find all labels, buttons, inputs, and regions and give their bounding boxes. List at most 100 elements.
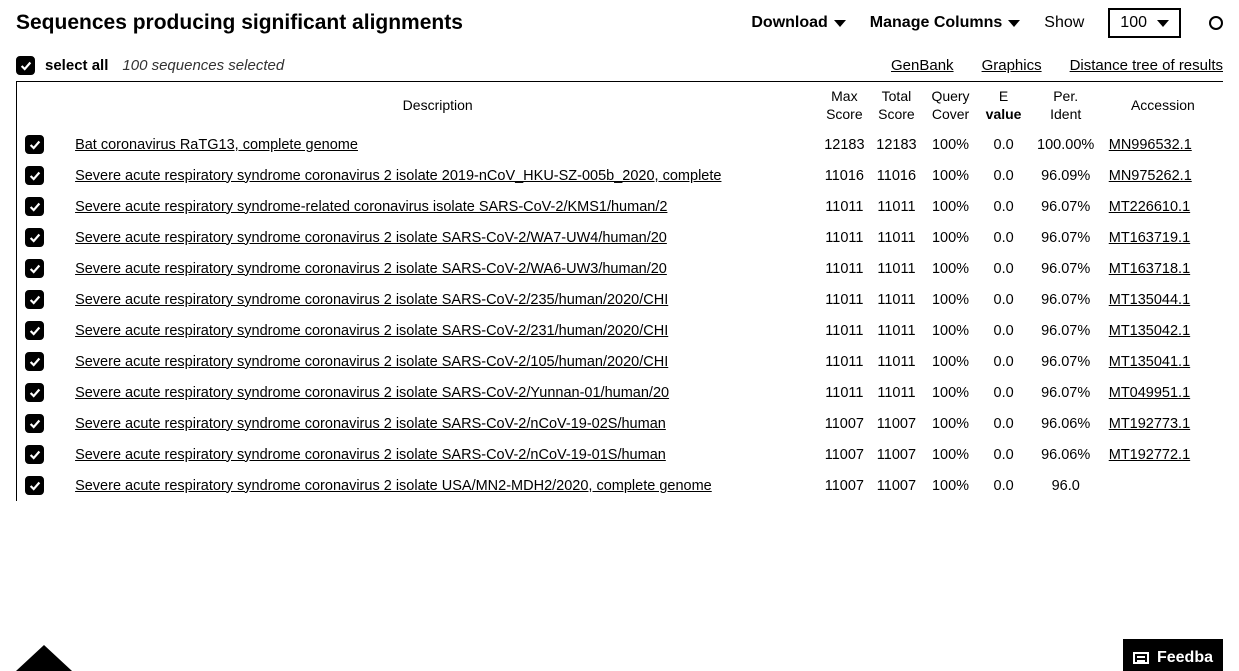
accession-link[interactable]: MT163719.1 — [1109, 230, 1190, 246]
total-score-cell: 11011 — [870, 315, 922, 346]
per-ident-cell: 100.00% — [1029, 129, 1103, 160]
per-ident-cell: 96.07% — [1029, 315, 1103, 346]
table-row: Severe acute respiratory syndrome corona… — [17, 346, 1223, 377]
e-value-cell: 0.0 — [979, 191, 1029, 222]
total-score-cell: 11011 — [870, 284, 922, 315]
row-checkbox[interactable] — [25, 383, 44, 402]
row-checkbox[interactable] — [25, 135, 44, 154]
page-title: Sequences producing significant alignmen… — [16, 11, 463, 35]
chevron-down-icon — [1008, 20, 1020, 27]
row-checkbox[interactable] — [25, 197, 44, 216]
total-score-cell: 11011 — [870, 222, 922, 253]
col-max-score[interactable]: MaxScore — [818, 82, 870, 129]
row-checkbox[interactable] — [25, 476, 44, 495]
max-score-cell: 11011 — [818, 346, 870, 377]
total-score-cell: 11011 — [870, 377, 922, 408]
table-row: Severe acute respiratory syndrome corona… — [17, 470, 1223, 501]
per-ident-cell: 96.06% — [1029, 439, 1103, 470]
scroll-up-icon[interactable] — [16, 645, 72, 671]
select-all-checkbox[interactable] — [16, 56, 35, 75]
max-score-cell: 11007 — [818, 439, 870, 470]
max-score-cell: 11007 — [818, 408, 870, 439]
per-ident-cell: 96.07% — [1029, 222, 1103, 253]
per-ident-cell: 96.07% — [1029, 253, 1103, 284]
row-checkbox[interactable] — [25, 259, 44, 278]
description-link[interactable]: Severe acute respiratory syndrome corona… — [75, 230, 667, 246]
per-ident-cell: 96.07% — [1029, 191, 1103, 222]
max-score-cell: 11011 — [818, 315, 870, 346]
accession-link[interactable]: MT135044.1 — [1109, 292, 1190, 308]
row-checkbox[interactable] — [25, 166, 44, 185]
query-cover-cell: 100% — [922, 315, 978, 346]
total-score-cell: 11007 — [870, 470, 922, 501]
e-value-cell: 0.0 — [979, 284, 1029, 315]
accession-link[interactable]: MT192773.1 — [1109, 416, 1190, 432]
manage-columns-dropdown[interactable]: Manage Columns — [870, 14, 1020, 32]
row-checkbox[interactable] — [25, 290, 44, 309]
table-row: Severe acute respiratory syndrome corona… — [17, 253, 1223, 284]
download-label: Download — [751, 14, 827, 32]
row-checkbox[interactable] — [25, 228, 44, 247]
accession-link[interactable]: MT163718.1 — [1109, 261, 1190, 277]
table-row: Severe acute respiratory syndrome corona… — [17, 222, 1223, 253]
col-description[interactable]: Description — [57, 82, 818, 129]
genbank-link[interactable]: GenBank — [891, 57, 954, 74]
e-value-cell: 0.0 — [979, 129, 1029, 160]
accession-link[interactable]: MT135042.1 — [1109, 323, 1190, 339]
query-cover-cell: 100% — [922, 408, 978, 439]
query-cover-cell: 100% — [922, 346, 978, 377]
row-checkbox[interactable] — [25, 352, 44, 371]
table-row: Severe acute respiratory syndrome corona… — [17, 439, 1223, 470]
e-value-cell: 0.0 — [979, 253, 1029, 284]
max-score-cell: 11011 — [818, 222, 870, 253]
help-icon[interactable] — [1209, 16, 1223, 30]
col-e-value[interactable]: Evalue — [979, 82, 1029, 129]
description-link[interactable]: Severe acute respiratory syndrome corona… — [75, 292, 668, 308]
description-link[interactable]: Severe acute respiratory syndrome corona… — [75, 416, 666, 432]
col-total-score[interactable]: TotalScore — [870, 82, 922, 129]
total-score-cell: 11011 — [870, 191, 922, 222]
e-value-cell: 0.0 — [979, 222, 1029, 253]
query-cover-cell: 100% — [922, 160, 978, 191]
total-score-cell: 11011 — [870, 346, 922, 377]
description-link[interactable]: Severe acute respiratory syndrome-relate… — [75, 199, 667, 215]
description-link[interactable]: Severe acute respiratory syndrome corona… — [75, 354, 668, 370]
max-score-cell: 11011 — [818, 253, 870, 284]
graphics-link[interactable]: Graphics — [982, 57, 1042, 74]
download-dropdown[interactable]: Download — [751, 14, 845, 32]
max-score-cell: 11011 — [818, 191, 870, 222]
query-cover-cell: 100% — [922, 470, 978, 501]
query-cover-cell: 100% — [922, 191, 978, 222]
show-count-select[interactable]: 100 — [1108, 8, 1181, 38]
description-link[interactable]: Severe acute respiratory syndrome corona… — [75, 323, 668, 339]
description-link[interactable]: Bat coronavirus RaTG13, complete genome — [75, 137, 358, 153]
e-value-cell: 0.0 — [979, 346, 1029, 377]
max-score-cell: 11007 — [818, 470, 870, 501]
table-row: Severe acute respiratory syndrome corona… — [17, 377, 1223, 408]
table-row: Severe acute respiratory syndrome corona… — [17, 160, 1223, 191]
accession-link[interactable]: MN996532.1 — [1109, 137, 1192, 153]
description-link[interactable]: Severe acute respiratory syndrome corona… — [75, 168, 721, 184]
description-link[interactable]: Severe acute respiratory syndrome corona… — [75, 261, 667, 277]
row-checkbox[interactable] — [25, 321, 44, 340]
chevron-down-icon — [834, 20, 846, 27]
description-link[interactable]: Severe acute respiratory syndrome corona… — [75, 447, 666, 463]
description-link[interactable]: Severe acute respiratory syndrome corona… — [75, 385, 669, 401]
e-value-cell: 0.0 — [979, 408, 1029, 439]
e-value-cell: 0.0 — [979, 470, 1029, 501]
row-checkbox[interactable] — [25, 445, 44, 464]
col-query-cover[interactable]: QueryCover — [922, 82, 978, 129]
e-value-cell: 0.0 — [979, 160, 1029, 191]
accession-link[interactable]: MT226610.1 — [1109, 199, 1190, 215]
table-row: Bat coronavirus RaTG13, complete genome 1… — [17, 129, 1223, 160]
col-accession[interactable]: Accession — [1103, 82, 1223, 129]
col-per-ident[interactable]: Per.Ident — [1029, 82, 1103, 129]
description-link[interactable]: Severe acute respiratory syndrome corona… — [75, 478, 712, 494]
row-checkbox[interactable] — [25, 414, 44, 433]
accession-link[interactable]: MT135041.1 — [1109, 354, 1190, 370]
feedback-button[interactable]: Feedba — [1123, 639, 1223, 671]
accession-link[interactable]: MT192772.1 — [1109, 447, 1190, 463]
distance-tree-link[interactable]: Distance tree of results — [1070, 57, 1223, 74]
accession-link[interactable]: MN975262.1 — [1109, 168, 1192, 184]
accession-link[interactable]: MT049951.1 — [1109, 385, 1190, 401]
